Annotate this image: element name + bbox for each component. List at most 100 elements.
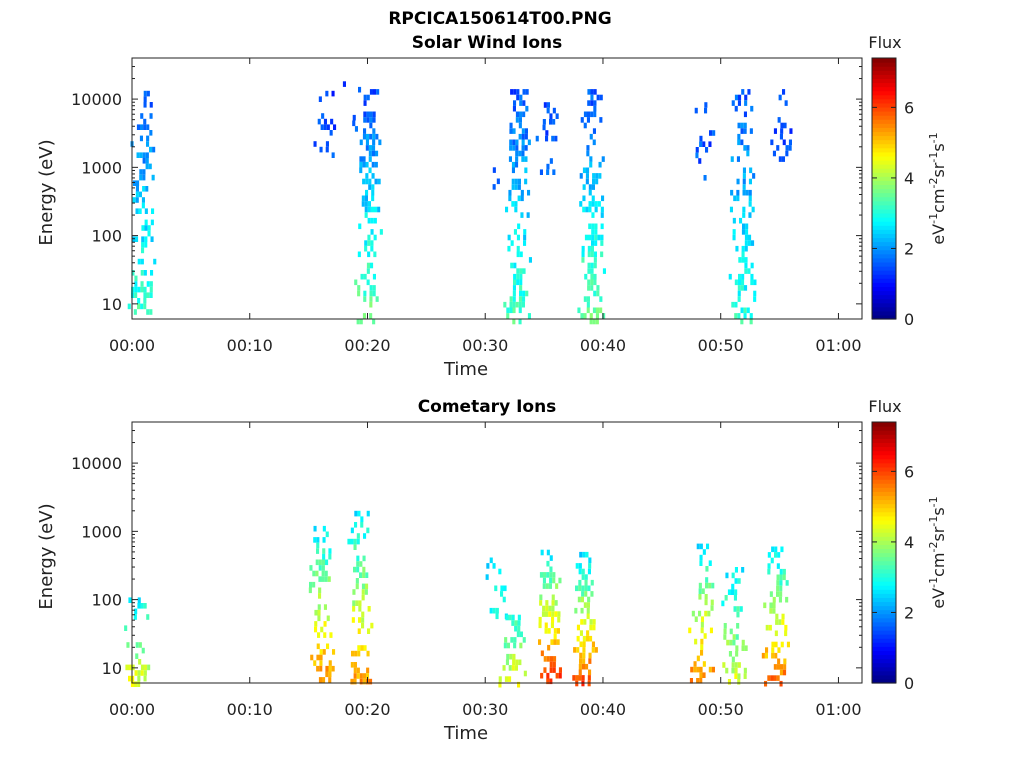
flux-cell <box>587 596 591 603</box>
colorbar-step <box>872 115 896 120</box>
flux-cell <box>710 599 714 606</box>
flux-cell <box>372 117 376 123</box>
flux-cell <box>353 538 357 545</box>
flux-cell <box>125 664 129 671</box>
flux-cell <box>764 652 768 659</box>
flux-cell <box>143 90 147 97</box>
flux-cell <box>546 107 550 114</box>
flux-cell <box>555 672 559 679</box>
flux-cell <box>701 588 705 594</box>
flux-cell <box>509 139 513 146</box>
flux-cell <box>313 660 317 666</box>
colorbar-tick-label: 2 <box>904 603 914 622</box>
flux-cell <box>142 169 146 175</box>
colorbar-tick-label: 6 <box>904 98 914 117</box>
colorbar: 0 2 4 6 Flux eV-1cm-2sr-1s-1 <box>868 397 948 693</box>
flux-cell <box>732 234 736 241</box>
flux-cell <box>329 130 333 136</box>
flux-cell <box>319 649 323 655</box>
flux-cell <box>549 577 553 584</box>
flux-cell <box>549 113 553 119</box>
flux-cell <box>704 102 708 108</box>
flux-cell <box>492 167 496 173</box>
flux-cell <box>578 563 582 569</box>
flux-cell <box>146 281 150 287</box>
flux-cell <box>743 128 747 134</box>
flux-cell <box>361 594 365 601</box>
flux-cell <box>325 146 329 153</box>
flux-cell <box>780 641 784 648</box>
flux-cell <box>358 86 362 93</box>
flux-cell <box>362 133 366 140</box>
flux-cell <box>582 195 586 202</box>
flux-cell <box>585 178 589 185</box>
flux-cell <box>134 608 138 615</box>
x-tick-label: 00:10 <box>227 700 273 719</box>
y-tick-label: 10000 <box>71 90 122 109</box>
colorbar-step <box>872 548 896 554</box>
colorbar-step <box>872 180 896 186</box>
flux-cell <box>776 664 780 670</box>
colorbar-step <box>872 462 896 468</box>
colorbar-step <box>872 634 896 639</box>
flux-cell <box>321 576 325 582</box>
flux-cell <box>525 290 529 297</box>
flux-cell <box>374 178 378 185</box>
flux-cell <box>362 678 366 685</box>
flux-cell <box>744 240 748 246</box>
flux-cell <box>587 675 591 681</box>
flux-cell <box>591 201 595 207</box>
colorbar-step <box>872 290 896 296</box>
flux-cell <box>509 307 513 314</box>
flux-cell <box>509 128 513 134</box>
flux-cell <box>512 105 516 112</box>
flux-cell <box>351 617 355 623</box>
flux-cell <box>512 307 516 314</box>
flux-cell <box>515 145 519 151</box>
flux-cell <box>368 178 372 185</box>
flux-cell <box>705 566 709 572</box>
flux-cell <box>142 186 146 192</box>
flux-cell <box>354 126 358 132</box>
flux-cell <box>510 240 514 246</box>
flux-cell <box>744 234 748 241</box>
flux-cell <box>742 167 746 174</box>
flux-cell <box>353 662 357 668</box>
flux-cell <box>363 645 367 651</box>
flux-cell <box>584 574 588 580</box>
flux-cell <box>518 301 522 308</box>
flux-cell <box>549 158 553 164</box>
flux-cell <box>369 296 373 302</box>
colorbar-tick-label: 4 <box>904 533 914 552</box>
flux-cell <box>594 240 598 246</box>
flux-cell <box>785 150 789 157</box>
colorbar-step <box>872 442 896 448</box>
flux-cell <box>513 89 517 95</box>
flux-cell <box>700 622 704 628</box>
flux-cell <box>738 257 742 263</box>
flux-cell <box>777 647 781 653</box>
flux-cell <box>365 161 369 168</box>
flux-cell <box>140 281 144 287</box>
colorbar-step <box>872 576 896 582</box>
flux-cell <box>521 156 525 162</box>
flux-cell <box>580 596 584 603</box>
flux-cell <box>374 206 378 213</box>
flux-cell <box>378 139 382 146</box>
flux-cell <box>373 234 377 241</box>
flux-cell <box>509 122 513 129</box>
flux-cell <box>549 656 553 662</box>
flux-cell <box>587 262 591 269</box>
flux-cell <box>741 229 745 235</box>
flux-cell <box>368 156 372 162</box>
flux-cell <box>143 118 147 125</box>
flux-cell <box>144 664 148 671</box>
flux-cell <box>524 128 528 134</box>
flux-cell <box>371 161 375 168</box>
flux-cell <box>326 615 330 622</box>
flux-cell <box>556 628 560 634</box>
flux-cell <box>357 251 361 258</box>
flux-cell <box>590 251 594 258</box>
flux-cell <box>552 572 556 578</box>
flux-cell <box>699 554 703 561</box>
